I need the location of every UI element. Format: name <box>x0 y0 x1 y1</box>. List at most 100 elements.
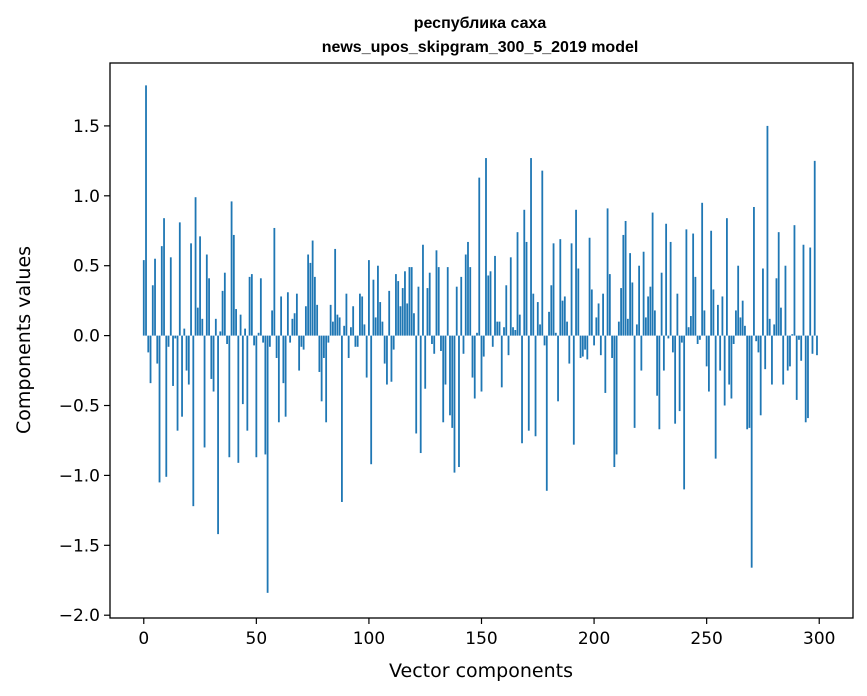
bar <box>397 281 400 336</box>
bar <box>595 317 598 336</box>
bar <box>185 335 188 371</box>
bar <box>235 309 237 336</box>
bar <box>532 293 535 336</box>
bar <box>674 335 677 424</box>
bar <box>638 265 641 336</box>
bar <box>196 307 199 336</box>
bar <box>386 335 388 385</box>
bar <box>498 321 501 336</box>
bar <box>325 335 328 423</box>
bar <box>194 197 197 336</box>
bar <box>187 335 190 385</box>
bar <box>771 335 773 385</box>
bar <box>669 241 672 336</box>
bar <box>667 335 670 339</box>
bar <box>226 335 228 344</box>
bar <box>723 335 726 406</box>
bar <box>539 324 541 336</box>
bar <box>536 302 539 336</box>
bar <box>694 276 697 336</box>
bar <box>300 335 303 347</box>
bar <box>449 335 451 416</box>
bar-series <box>142 85 818 593</box>
bar <box>388 290 391 336</box>
bar <box>408 267 411 336</box>
bar <box>530 158 532 336</box>
bar <box>732 335 735 344</box>
y-tick-label: −0.5 <box>59 397 100 417</box>
bar <box>435 250 438 336</box>
bar <box>631 282 634 336</box>
bar <box>341 335 343 502</box>
bar <box>237 335 240 463</box>
bar <box>230 201 233 336</box>
bar <box>791 334 794 336</box>
bar <box>613 335 616 468</box>
bar <box>554 332 557 336</box>
bar <box>154 258 156 336</box>
bar <box>773 324 776 336</box>
bar <box>642 251 645 336</box>
bar <box>768 318 771 336</box>
bar <box>350 327 352 336</box>
bar <box>277 335 280 423</box>
bar <box>784 265 787 336</box>
bar <box>780 307 782 336</box>
bar <box>313 276 316 336</box>
bar <box>762 268 764 336</box>
bar <box>735 310 737 336</box>
bar <box>534 335 537 437</box>
bar <box>223 272 226 336</box>
bar <box>241 335 244 405</box>
bar <box>514 330 517 336</box>
bar <box>426 288 429 336</box>
bar <box>557 335 559 402</box>
bar <box>579 335 582 358</box>
x-axis-ticks: 0 50 100 150 200 250 300 <box>138 618 835 649</box>
bar <box>692 233 695 336</box>
bar <box>149 335 152 384</box>
bar <box>485 158 487 336</box>
bar <box>343 325 346 336</box>
bar <box>719 335 722 371</box>
bar <box>453 335 456 473</box>
bar <box>516 232 519 336</box>
bar <box>309 262 312 336</box>
bar <box>811 335 814 354</box>
bar <box>509 257 512 336</box>
bar <box>757 335 760 353</box>
bar <box>368 260 370 336</box>
bar <box>320 335 323 402</box>
bar <box>183 328 186 336</box>
bar <box>462 335 465 354</box>
bar <box>419 335 422 454</box>
plot-frame <box>109 62 854 619</box>
bar <box>304 306 307 336</box>
bar <box>750 335 753 568</box>
bar <box>401 288 404 336</box>
bar <box>705 335 708 367</box>
bar <box>295 293 298 336</box>
bar <box>266 335 269 593</box>
bar <box>807 335 809 419</box>
bar <box>338 317 341 336</box>
bar <box>246 335 249 431</box>
bar <box>696 335 699 344</box>
bar <box>201 318 204 336</box>
bar <box>404 271 406 336</box>
bar <box>644 317 647 336</box>
y-tick-label: 1.5 <box>73 117 100 137</box>
bar <box>570 243 573 336</box>
bar <box>381 321 384 336</box>
bar <box>424 335 427 389</box>
bar <box>559 239 562 336</box>
bar <box>257 332 260 336</box>
bar <box>566 321 568 336</box>
y-axis-label: Components values <box>13 246 35 434</box>
bar <box>302 335 305 350</box>
bar <box>377 265 379 336</box>
y-tick-label: −1.5 <box>59 536 100 556</box>
bar <box>494 255 496 336</box>
bar <box>777 232 780 336</box>
